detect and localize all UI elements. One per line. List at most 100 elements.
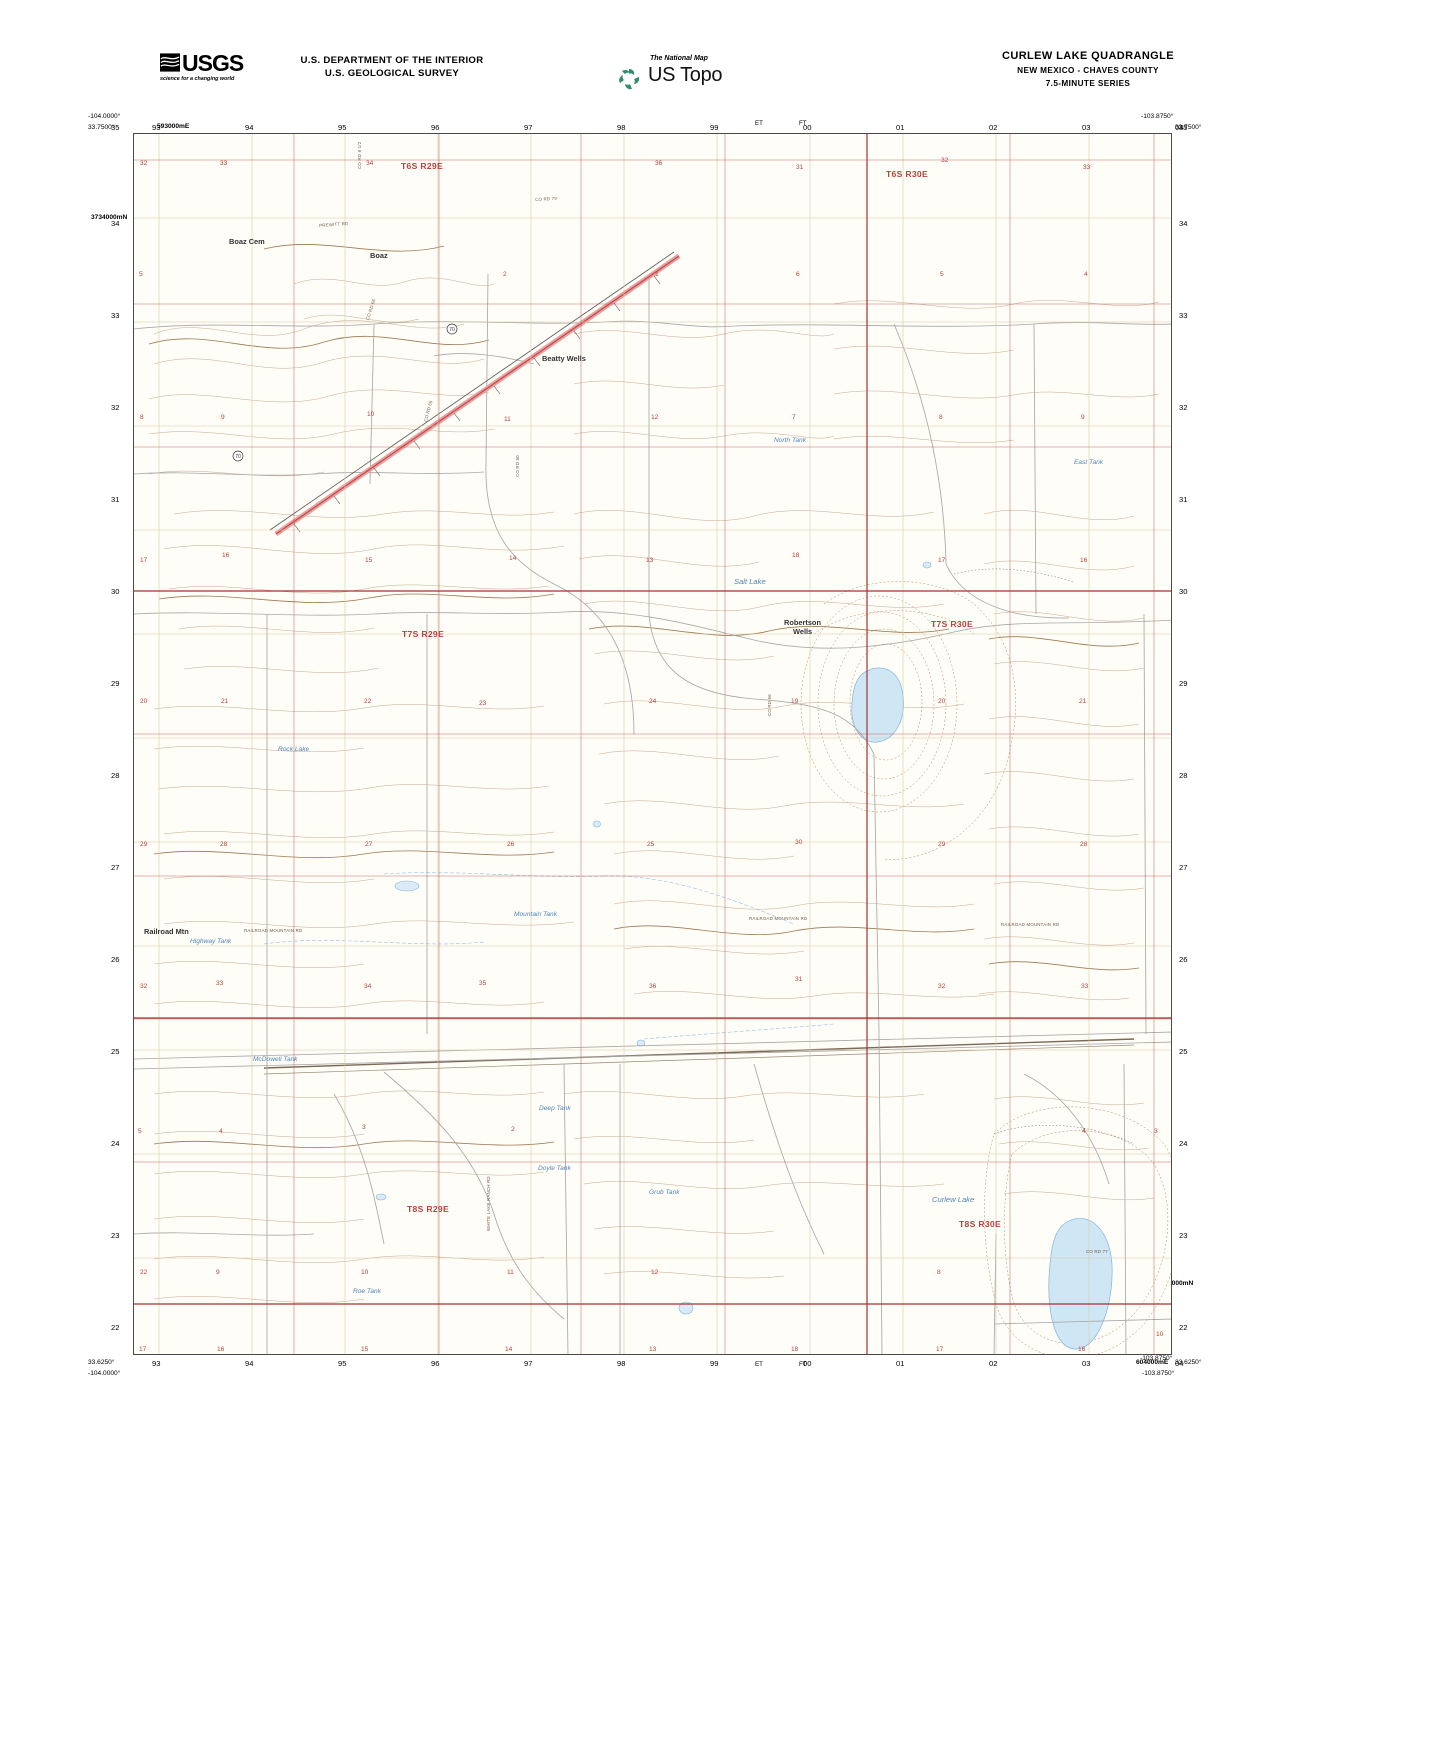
place-label: Wells (793, 627, 813, 636)
section-number: 33 (220, 160, 228, 167)
utm-zone-ft-top: FT (799, 120, 807, 127)
section-number: 12 (651, 414, 659, 421)
grid-tick-bottom-97: 97 (524, 1359, 533, 1368)
coord-nw-lon: -104.0000° (88, 113, 121, 120)
usgs-tagline: science for a changing world (160, 76, 235, 82)
grid-tick-right-22: 22 (1179, 1323, 1188, 1332)
place-label: Railroad Mtn (144, 927, 189, 936)
svg-text:70: 70 (449, 327, 455, 333)
grid-tick-bottom-95: 95 (338, 1359, 347, 1368)
section-number: 23 (479, 700, 487, 707)
small-water-bodies (375, 561, 932, 1315)
water-feature-label: Mountain Tank (514, 911, 558, 918)
department-title: U.S. DEPARTMENT OF THE INTERIOR U.S. GEO… (252, 54, 532, 80)
curlew-lake-water (1048, 1218, 1113, 1350)
department-line-1: U.S. DEPARTMENT OF THE INTERIOR (300, 55, 484, 66)
coord-nw-lat: 33.7500° (88, 124, 115, 131)
quad-series: 7.5-MINUTE SERIES (1045, 79, 1131, 88)
section-number: 20 (938, 698, 946, 705)
section-number: 14 (505, 1346, 513, 1353)
grid-tick-top-96: 96 (431, 123, 440, 132)
section-number: 3 (1154, 1128, 1158, 1135)
utm-zone-et-bottom: ET (755, 1361, 763, 1368)
grid-tick-top-03: 03 (1082, 123, 1091, 132)
department-line-2: U.S. GEOLOGICAL SURVEY (324, 68, 460, 79)
usgs-wordmark: USGS (182, 50, 244, 76)
road-name-label: RAILROAD MOUNTAIN RD (244, 928, 303, 933)
coord-ne-lon: -103.8750° (1141, 113, 1174, 120)
section-number: 19 (791, 698, 799, 705)
grid-tick-left-30: 30 (111, 587, 120, 596)
section-number: 20 (140, 698, 148, 705)
quadrangle-title: CURLEW LAKE QUADRANGLE NEW MEXICO - CHAV… (878, 50, 1298, 88)
usgs-logo: USGS science for a changing world (160, 50, 244, 86)
map-body[interactable]: -104.0000° 33.7500° -103.8750° 33.7500° … (88, 113, 1201, 1377)
section-number: 34 (366, 160, 374, 167)
section-number: 22 (364, 698, 372, 705)
grid-tick-top-97: 97 (524, 123, 533, 132)
township-range-label: T7S R30E (931, 619, 974, 629)
section-number: 33 (216, 980, 224, 987)
grid-tick-right-29: 29 (1179, 679, 1188, 688)
section-number: 1 (655, 271, 659, 278)
section-number: 10 (367, 411, 375, 418)
section-number: 14 (509, 555, 517, 562)
water-feature-label: Doyle Tank (538, 1165, 571, 1172)
usgs-wave-mark-icon (160, 53, 180, 72)
salt-lake-water (851, 667, 904, 743)
section-number: 29 (140, 841, 148, 848)
utm-grid (134, 134, 1171, 1354)
section-number: 10 (361, 1269, 369, 1276)
section-number: 8 (140, 414, 144, 421)
grid-tick-bottom-98: 98 (617, 1359, 626, 1368)
township-range-label: T7S R29E (402, 629, 445, 639)
section-number: 34 (364, 983, 372, 990)
section-number: 17 (936, 1346, 944, 1353)
grid-tick-top-95: 95 (338, 123, 347, 132)
water-feature-label: East Tank (1074, 459, 1104, 466)
grid-tick-left-31: 31 (111, 495, 120, 504)
section-number: 7 (792, 414, 796, 421)
road-name-label: WHITE LAKE RANCH RD (486, 1176, 491, 1231)
section-number: 16 (222, 552, 230, 559)
grid-tick-left-33: 33 (111, 311, 120, 320)
utm-left-bottom-label: 3722000mN (1157, 1280, 1194, 1287)
section-number: 25 (647, 841, 655, 848)
place-label: Boaz Cem (229, 237, 265, 246)
map-neatline[interactable]: 70 70 (133, 133, 1172, 1355)
township-range-label: T6S R30E (886, 169, 929, 179)
section-number: 24 (649, 698, 657, 705)
coord-sw-lat: 33.6250° (88, 1359, 115, 1366)
section-number: 5 (940, 271, 944, 278)
grid-tick-left-24: 24 (111, 1139, 120, 1148)
grid-tick-right-28: 28 (1179, 771, 1188, 780)
coord-se-lon: -103.8750° (1142, 1370, 1175, 1377)
grid-tick-right-34: 34 (1179, 219, 1188, 228)
water-feature-label: Rock Lake (278, 746, 310, 753)
section-number: 36 (649, 983, 657, 990)
curlew-lake-basin (984, 1106, 1171, 1354)
svg-text:70: 70 (235, 454, 241, 460)
map-collar: Produced by the United States Geological… (0, 1378, 1445, 1746)
grid-tick-bottom-94: 94 (245, 1359, 254, 1368)
water-feature-label: Salt Lake (734, 577, 766, 586)
grid-tick-right-30: 30 (1179, 587, 1188, 596)
section-number: 4 (219, 1128, 223, 1135)
grid-tick-right-32: 32 (1179, 403, 1188, 412)
section-number: 18 (791, 1346, 799, 1353)
grid-tick-top-00: 00 (803, 123, 812, 132)
section-number: 15 (361, 1346, 369, 1353)
section-number: 6 (796, 271, 800, 278)
grid-tick-top-94: 94 (245, 123, 254, 132)
coord-sw-lon: -104.0000° (88, 1370, 121, 1377)
grid-tick-left-25: 25 (111, 1047, 120, 1056)
local-roads (134, 273, 1171, 1354)
section-number: 4 (1084, 271, 1088, 278)
road-name-label: RAILROAD MOUNTAIN RD (1001, 922, 1060, 927)
grid-tick-left-32: 32 (111, 403, 120, 412)
utm-bottom-right-label: 604000mE (1136, 1359, 1169, 1366)
road-name-label: CO RD 66 (767, 694, 772, 716)
grid-tick-left-34: 34 (111, 219, 120, 228)
water-feature-label: North Tank (774, 437, 807, 444)
utm-zone-ft-bottom: FT (799, 1361, 807, 1368)
